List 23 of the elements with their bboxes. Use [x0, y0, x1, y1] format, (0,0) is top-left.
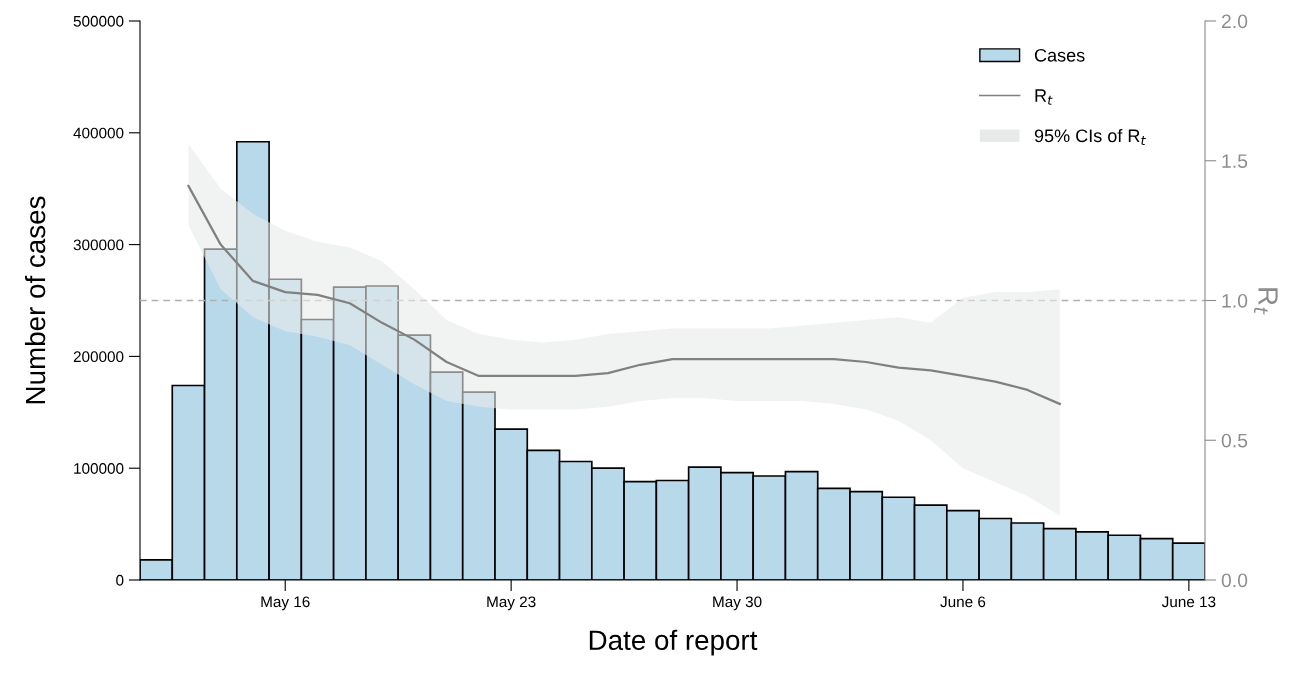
y-tick-label: 400000	[73, 127, 124, 139]
y2-tick-label: 0.5	[1221, 433, 1248, 448]
y-tick-label: 100000	[74, 463, 124, 474]
y2-tick-label: 1.5	[1222, 154, 1248, 168]
x-tick-label: May 16	[261, 596, 310, 611]
x-tick-label: May 30	[713, 596, 762, 611]
line-series	[187, 184, 1061, 406]
x-tick-label: June 13	[1161, 596, 1216, 608]
y2-tick-label: 2.0	[1221, 14, 1248, 29]
y-tick-label: 0	[116, 574, 124, 586]
legend-label: R$_{t}$	[1035, 89, 1053, 105]
x-tick-label: May 23	[487, 596, 536, 611]
y2-tick-label: 1.0	[1222, 293, 1248, 308]
y-tick-label: 500000	[73, 15, 124, 27]
annotation: 95% CIs of R$_{t}$	[1034, 128, 1146, 145]
x-tick-label: June 6	[940, 596, 986, 608]
legend-label: Cases	[1034, 48, 1085, 62]
y-tick-label: 300000	[73, 239, 124, 251]
x-axis-title: Date of report	[589, 629, 758, 656]
y2-axis-title: R$_{t}$	[1253, 288, 1278, 315]
y-tick-label: 200000	[73, 351, 124, 363]
y-axis-title: Number of cases	[24, 196, 46, 404]
y2-tick-label: 0.0	[1221, 573, 1248, 588]
